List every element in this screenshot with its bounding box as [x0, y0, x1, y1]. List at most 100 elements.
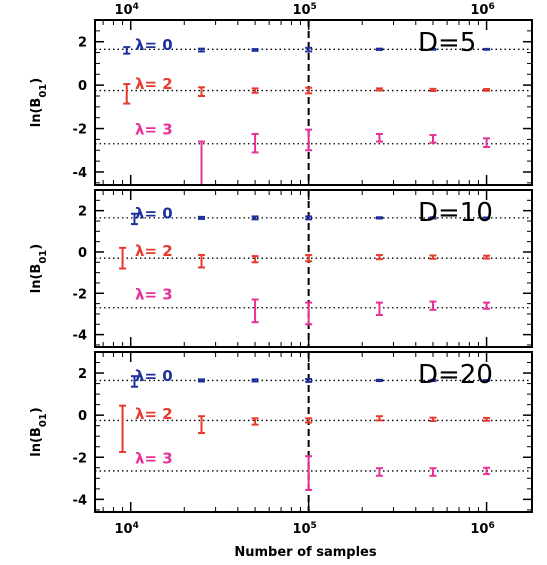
y-axis-label-sub: 01	[38, 250, 49, 264]
data-point	[251, 417, 259, 426]
data-point	[375, 378, 383, 383]
data-point	[429, 87, 437, 92]
x-tick-label-top: 106	[470, 2, 494, 18]
x-tick-base: 10	[292, 3, 310, 18]
y-axis-label-main: ln(B	[29, 264, 44, 294]
data-point	[429, 134, 437, 144]
panel-1: 2 0 -2 -4 λ= 0 λ= 2 λ= 3 D=5 ln(B01)	[29, 19, 533, 186]
data-point	[305, 417, 313, 424]
data-point	[429, 467, 437, 477]
series-label: λ= 0	[135, 36, 173, 54]
panel-frame	[94, 189, 533, 348]
x-axis-label: Number of samples	[234, 545, 376, 560]
y-tick-label: -2	[73, 451, 87, 466]
data-point	[375, 47, 383, 51]
data-point	[251, 255, 259, 264]
data-point	[305, 86, 313, 95]
series-label: λ= 2	[135, 405, 173, 423]
x-tick-label-bottom: 106	[470, 521, 494, 537]
data-point	[198, 378, 206, 383]
data-point	[483, 47, 491, 51]
y-axis-label: ln(B01)	[29, 407, 49, 456]
data-point	[375, 301, 383, 316]
series-label: λ= 2	[135, 75, 173, 93]
y-tick-label: 2	[78, 367, 87, 382]
series-label: λ= 3	[135, 121, 173, 139]
y-axis-label: ln(B01)	[29, 78, 49, 127]
data-point	[305, 377, 313, 383]
data-point	[130, 375, 138, 388]
data-point	[483, 254, 491, 260]
x-tick-exp: 4	[133, 2, 139, 12]
x-tick-label-bottom: 105	[292, 521, 316, 537]
x-tick-exp: 5	[311, 521, 317, 531]
y-tick-label: 2	[78, 36, 87, 51]
y-axis-label-close: )	[29, 244, 44, 250]
y-tick-label: -4	[73, 166, 87, 181]
data-point	[251, 87, 259, 94]
data-point	[429, 416, 437, 423]
panel-label: D=20	[418, 360, 493, 390]
data-point	[375, 87, 383, 92]
data-point	[305, 46, 313, 53]
data-point	[198, 47, 206, 53]
data-point	[123, 83, 131, 105]
x-tick-exp: 6	[488, 2, 494, 12]
panel-label: D=5	[418, 28, 476, 58]
panel-3: 2 0 -2 -4 λ= 0 λ= 2 λ= 3 D=20 ln(B01)	[29, 351, 533, 513]
panel-2: 2 0 -2 -4 λ= 0 λ= 2 λ= 3 D=10 ln(B01)	[29, 189, 533, 348]
y-axis-label-close: )	[29, 78, 44, 84]
y-tick-label: -4	[73, 493, 87, 508]
x-tick-label-top: 105	[292, 2, 316, 18]
x-tick-base: 10	[115, 3, 133, 18]
series-label: λ= 0	[135, 205, 173, 223]
data-point	[198, 215, 206, 220]
y-axis-label-close: )	[29, 407, 44, 413]
series-label: λ= 2	[135, 242, 173, 260]
y-axis-label-main: ln(B	[29, 427, 44, 457]
x-tick-exp: 4	[133, 521, 139, 531]
data-point	[429, 47, 437, 51]
panel-label: D=10	[418, 198, 493, 228]
y-axis-label-sub: 01	[38, 413, 49, 427]
x-tick-base: 10	[292, 522, 310, 537]
y-tick-label: 2	[78, 205, 87, 220]
y-axis-label: ln(B01)	[29, 244, 49, 293]
data-point	[305, 128, 313, 152]
data-point	[375, 132, 383, 143]
x-tick-base: 10	[115, 522, 133, 537]
data-point	[429, 216, 437, 220]
data-point	[130, 212, 138, 226]
data-point	[305, 301, 313, 326]
x-tick-base: 10	[470, 3, 488, 18]
data-point	[251, 48, 259, 52]
series-label: λ= 3	[135, 449, 173, 467]
data-point	[251, 298, 259, 324]
data-point	[305, 455, 313, 491]
data-point	[251, 378, 259, 383]
y-tick-label: 0	[78, 409, 87, 424]
y-tick-label: 0	[78, 246, 87, 261]
data-point	[483, 466, 491, 476]
y-tick-label: -2	[73, 287, 87, 302]
data-point	[429, 378, 437, 383]
data-point	[198, 86, 206, 97]
data-point	[119, 246, 127, 270]
panel-frame	[94, 351, 533, 513]
data-point	[305, 215, 313, 221]
data-point	[375, 254, 383, 261]
y-axis-label-sub: 01	[38, 84, 49, 98]
x-tick-label-top: 104	[115, 2, 139, 18]
series-label: λ= 0	[135, 367, 173, 385]
data-point	[429, 300, 437, 311]
y-tick-label: 0	[78, 79, 87, 94]
data-point	[375, 467, 383, 477]
data-point	[483, 137, 491, 149]
data-point	[198, 415, 206, 435]
data-point	[251, 215, 259, 221]
panel-frame	[94, 19, 533, 186]
data-point	[375, 216, 383, 220]
x-tick-exp: 5	[311, 2, 317, 12]
data-point	[251, 132, 259, 154]
